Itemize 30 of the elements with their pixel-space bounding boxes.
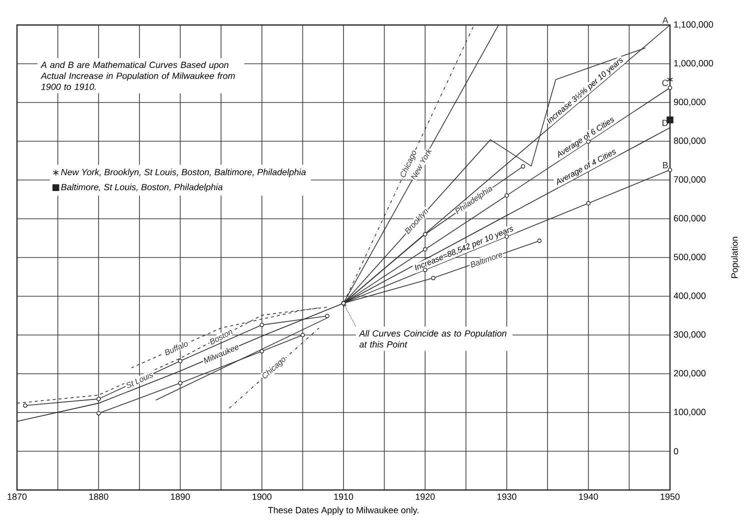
x-tick-label: 1870 (8, 494, 27, 500)
annotation: A and B are Mathematical Curves Based upon Actual Increase in Population of Milwaukee from 1900 to 1910. (40, 61, 235, 90)
x-tick-label: 1890 (170, 494, 190, 500)
y-tick-label: 900,000 (674, 98, 706, 106)
series-label: C (662, 80, 668, 86)
y-tick-label: 400,000 (674, 292, 706, 300)
series-label: A (662, 17, 668, 24)
legend-label: Baltimore, St Louis, Boston, Philadelphia (61, 184, 222, 192)
legend-label: New York, Brooklyn, St Louis, Boston, Baltimore, Philadelphia (61, 168, 306, 178)
y-tick-label: 1,100,000 (674, 21, 714, 29)
x-tick-label: 1900 (252, 494, 272, 500)
x-tick-label: 1880 (89, 494, 108, 500)
y-tick-label: 700,000 (674, 176, 706, 184)
y-tick-label: 1,000,000 (674, 60, 714, 68)
y-tick-label: 600,000 (674, 215, 706, 222)
y-axis-title: Population (731, 236, 740, 278)
x-tick-label: 1940 (579, 494, 598, 500)
annotation: All Curves Coincide as to Population at this Point (358, 330, 506, 348)
x-tick-label: 1950 (660, 494, 680, 500)
y-tick-label: 100,000 (674, 408, 706, 416)
y-tick-label: 500,000 (674, 254, 706, 262)
series-label: B (663, 162, 668, 168)
x-tick-label: 1930 (497, 494, 516, 500)
x-axis-title: These Dates Apply to Milwaukee only. (268, 506, 418, 516)
y-tick-label: 800,000 (674, 138, 706, 145)
x-tick-label: 1910 (334, 494, 354, 500)
y-tick-label: 0 (674, 448, 678, 454)
x-tick-label: 1920 (416, 494, 435, 500)
y-tick-label: 300,000 (674, 331, 706, 339)
y-tick-label: 200,000 (674, 370, 706, 378)
